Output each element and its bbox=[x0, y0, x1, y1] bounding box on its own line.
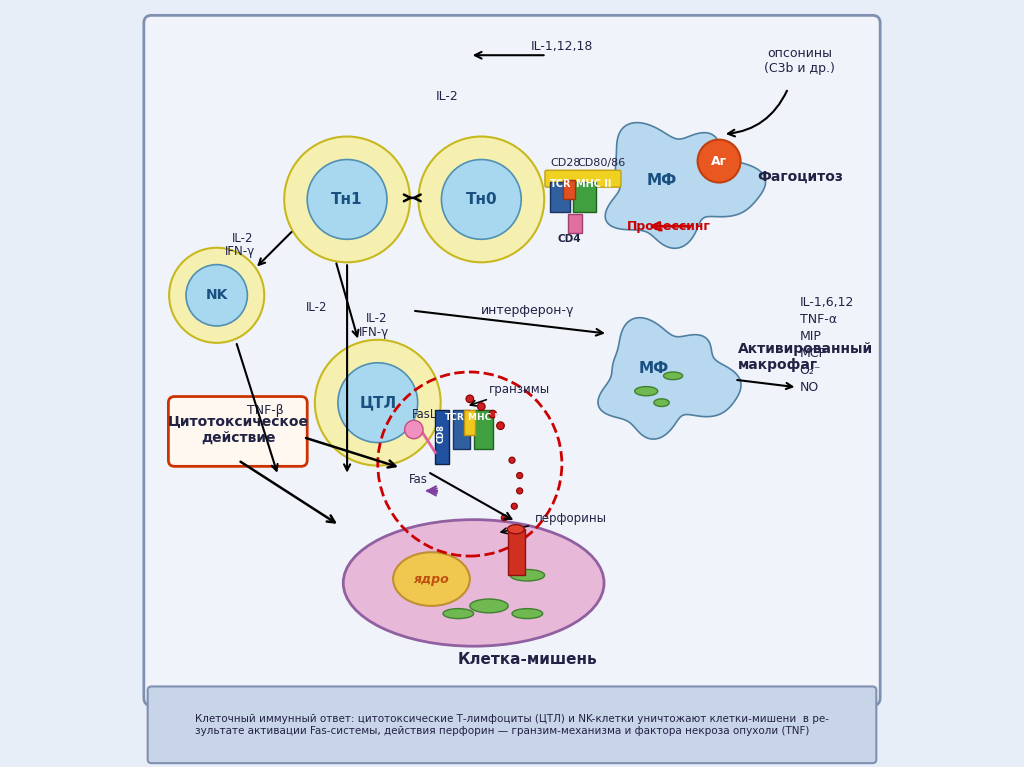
Text: IL-1,6,12
TNF-α
MIP
MCP
O₂⁻
NO: IL-1,6,12 TNF-α MIP MCP O₂⁻ NO bbox=[800, 296, 854, 394]
Text: IL-2: IL-2 bbox=[367, 312, 388, 325]
Text: IL-2: IL-2 bbox=[232, 232, 254, 245]
Circle shape bbox=[466, 395, 474, 403]
Text: Цитотоксическое
действие: Цитотоксическое действие bbox=[168, 414, 308, 445]
FancyBboxPatch shape bbox=[147, 686, 877, 763]
Text: гранзимы: гранзимы bbox=[489, 384, 550, 397]
FancyBboxPatch shape bbox=[545, 170, 621, 187]
Bar bbox=[435, 410, 450, 464]
Text: Процессинг: Процессинг bbox=[628, 220, 711, 232]
Text: ядро: ядро bbox=[414, 573, 450, 585]
Text: IL-1,12,18: IL-1,12,18 bbox=[530, 40, 593, 53]
Text: CD4: CD4 bbox=[558, 235, 582, 245]
Text: MHC I: MHC I bbox=[468, 413, 498, 422]
Text: TCR: TCR bbox=[550, 179, 571, 189]
Circle shape bbox=[497, 422, 505, 430]
Text: TNF-β: TNF-β bbox=[248, 404, 284, 417]
Text: ЦТЛ: ЦТЛ bbox=[359, 395, 396, 410]
Text: Тн1: Тн1 bbox=[332, 192, 362, 207]
Ellipse shape bbox=[508, 525, 524, 534]
Circle shape bbox=[697, 140, 740, 183]
Text: Клеточный иммунный ответ: цитотоксические Т-лимфоциты (ЦТЛ) и NK-клетки уничтожа: Клеточный иммунный ответ: цитотоксически… bbox=[195, 714, 829, 736]
Text: CD80/86: CD80/86 bbox=[578, 159, 626, 169]
Text: Активированный
макрофаг: Активированный макрофаг bbox=[738, 341, 873, 372]
Ellipse shape bbox=[443, 609, 474, 618]
Circle shape bbox=[516, 488, 522, 494]
Text: IFN-γ: IFN-γ bbox=[224, 245, 255, 258]
Text: перфорины: перфорины bbox=[535, 512, 607, 525]
Text: TCR: TCR bbox=[444, 413, 464, 422]
Circle shape bbox=[315, 340, 440, 466]
Ellipse shape bbox=[393, 552, 470, 606]
Circle shape bbox=[186, 265, 248, 326]
Polygon shape bbox=[598, 318, 741, 439]
Bar bbox=[464, 410, 475, 435]
Text: МФ: МФ bbox=[646, 173, 677, 188]
Bar bbox=[453, 410, 470, 449]
Text: NK: NK bbox=[206, 288, 228, 302]
Text: FasL: FasL bbox=[413, 408, 437, 421]
Ellipse shape bbox=[470, 599, 508, 613]
Text: IL-2: IL-2 bbox=[306, 301, 327, 314]
Ellipse shape bbox=[664, 372, 683, 380]
Circle shape bbox=[419, 137, 544, 262]
Ellipse shape bbox=[635, 387, 657, 396]
Text: Аг: Аг bbox=[711, 155, 727, 167]
Text: CD8: CD8 bbox=[437, 424, 445, 443]
FancyBboxPatch shape bbox=[143, 15, 881, 706]
FancyBboxPatch shape bbox=[168, 397, 307, 466]
Text: Fas: Fas bbox=[409, 473, 427, 486]
Bar bbox=[474, 410, 493, 449]
Text: IFN-γ: IFN-γ bbox=[358, 326, 389, 339]
Circle shape bbox=[404, 420, 423, 439]
Circle shape bbox=[516, 472, 522, 479]
Text: Тн0: Тн0 bbox=[466, 192, 497, 207]
Text: IL-2: IL-2 bbox=[435, 90, 458, 103]
Text: Клетка-мишень: Клетка-мишень bbox=[458, 652, 597, 667]
Circle shape bbox=[502, 515, 508, 521]
Bar bbox=[568, 214, 582, 233]
Circle shape bbox=[338, 363, 418, 443]
Bar bbox=[573, 182, 596, 212]
Circle shape bbox=[511, 503, 517, 509]
Bar bbox=[550, 182, 569, 212]
Ellipse shape bbox=[510, 569, 545, 581]
Text: МФ: МФ bbox=[639, 360, 669, 376]
Polygon shape bbox=[605, 123, 766, 249]
Bar bbox=[563, 180, 574, 199]
Circle shape bbox=[169, 248, 264, 343]
Text: CD28: CD28 bbox=[550, 159, 581, 169]
Bar bbox=[508, 529, 525, 575]
Circle shape bbox=[441, 160, 521, 239]
Ellipse shape bbox=[343, 520, 604, 646]
Text: опсонины
(С3b и др.): опсонины (С3b и др.) bbox=[764, 48, 835, 75]
Ellipse shape bbox=[512, 609, 543, 618]
Text: интерферон-γ: интерферон-γ bbox=[480, 304, 574, 318]
Text: Фагоцитоз: Фагоцитоз bbox=[758, 170, 844, 183]
Circle shape bbox=[489, 410, 497, 418]
Circle shape bbox=[285, 137, 410, 262]
Ellipse shape bbox=[654, 399, 670, 407]
Circle shape bbox=[509, 457, 515, 463]
Circle shape bbox=[307, 160, 387, 239]
Text: MHC II: MHC II bbox=[575, 179, 611, 189]
Circle shape bbox=[477, 403, 485, 410]
